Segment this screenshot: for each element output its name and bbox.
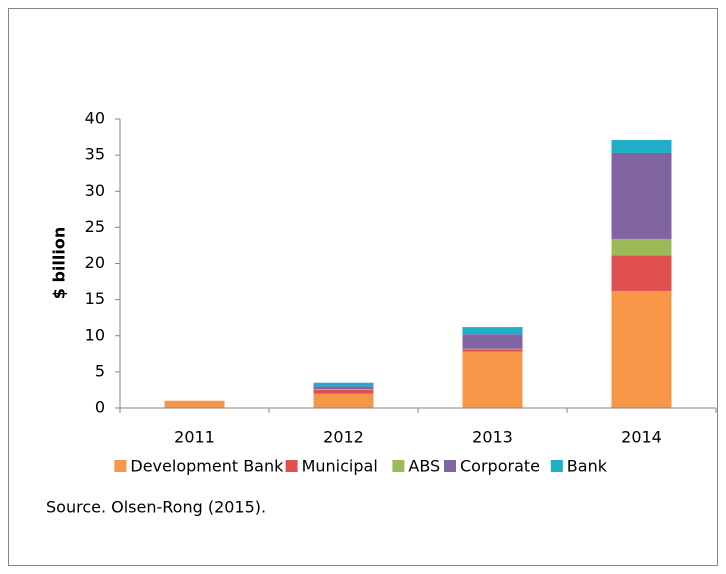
legend-label: Development Bank (130, 457, 284, 476)
y-tick-label: 35 (85, 145, 105, 164)
bar-segment (462, 351, 523, 408)
legend-swatch (444, 460, 456, 472)
x-tick-label: 2014 (621, 428, 662, 447)
bar-segment (611, 152, 672, 239)
y-axis-label: $ billion (50, 227, 69, 299)
legend-swatch (550, 460, 563, 472)
source-note: Source. Olsen-Rong (2015). (46, 498, 266, 517)
bar-segment (611, 255, 672, 291)
legend-label: ABS (408, 457, 440, 476)
bar-segment (462, 334, 523, 349)
y-tick-label: 40 (85, 109, 105, 128)
legend-swatch (392, 460, 405, 472)
bar-segment (313, 386, 374, 390)
y-tick-label: 20 (85, 253, 105, 272)
bar-segment (611, 238, 672, 256)
y-tick-label: 25 (85, 217, 105, 236)
legend-label: Bank (567, 457, 608, 476)
bar-segment (164, 400, 225, 408)
bar-segment (313, 393, 374, 408)
y-tick-label: 10 (85, 325, 105, 344)
legend-swatch (114, 460, 127, 472)
chart-border (8, 8, 718, 566)
bar-segment (462, 349, 523, 352)
y-tick-label: 30 (85, 181, 105, 200)
bar-segment (462, 327, 523, 335)
bar-segment (313, 389, 374, 390)
y-tick-label: 15 (85, 289, 105, 308)
legend-label: Municipal (302, 457, 378, 476)
bar-segment (313, 382, 374, 387)
legend-swatch (285, 460, 298, 472)
bar-segment (462, 348, 523, 350)
x-tick-label: 2013 (472, 428, 513, 447)
bar-segment (611, 290, 672, 408)
bar-segment (313, 389, 374, 394)
y-tick-label: 5 (95, 361, 105, 380)
legend-label: Corporate (460, 457, 540, 476)
y-tick-label: 0 (95, 398, 105, 417)
x-tick-label: 2011 (174, 428, 215, 447)
bar-segment (611, 139, 672, 153)
x-tick-label: 2012 (323, 428, 364, 447)
